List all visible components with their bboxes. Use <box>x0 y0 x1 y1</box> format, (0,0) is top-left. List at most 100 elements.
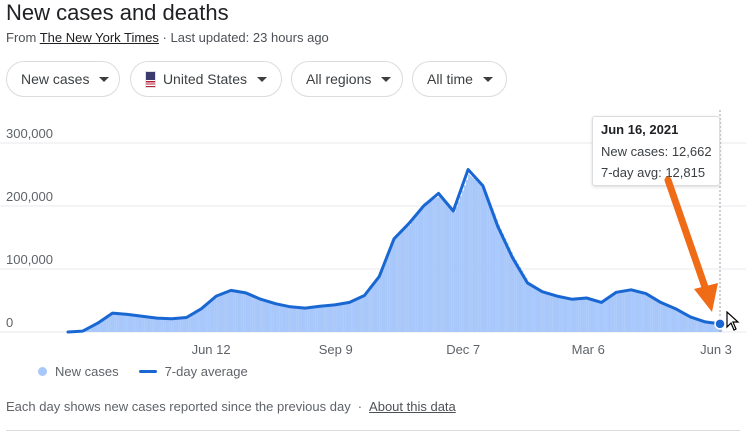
data-tooltip: Jun 16, 2021 New cases: 12,662 7-day avg… <box>592 116 720 186</box>
new-cases-bar <box>614 293 617 332</box>
new-cases-bar <box>347 302 350 332</box>
new-cases-bar <box>129 314 132 332</box>
new-cases-bar <box>319 305 323 332</box>
new-cases-bar <box>686 313 689 332</box>
last-updated: · Last updated: 23 hours ago <box>158 30 329 45</box>
tooltip-avg: 7-day avg: 12,815 <box>601 162 711 183</box>
new-cases-bar <box>506 242 509 332</box>
new-cases-bar <box>370 286 373 332</box>
legend-bars-swatch <box>38 367 47 376</box>
new-cases-bar <box>641 291 644 332</box>
new-cases-bar <box>343 302 346 332</box>
new-cases-bar <box>476 181 479 332</box>
new-cases-bar <box>648 294 651 332</box>
source-link[interactable]: The New York Times <box>39 30 159 45</box>
new-cases-bar <box>711 322 714 332</box>
new-cases-bar <box>463 185 467 332</box>
new-cases-bar <box>415 215 418 332</box>
new-cases-bar <box>535 287 539 332</box>
new-cases-bar <box>427 201 431 332</box>
new-cases-bar <box>355 298 359 332</box>
new-cases-bar <box>146 316 149 332</box>
new-cases-bar <box>548 292 551 332</box>
new-cases-bar <box>362 295 365 332</box>
new-cases-bar <box>576 298 579 332</box>
source-prefix: From <box>6 30 40 45</box>
cases-chart[interactable]: 300,000 200,000 100,000 0 Jun 12 Sep 9 Dec 7 M… <box>0 110 746 362</box>
new-cases-bar <box>135 315 138 332</box>
new-cases-bar <box>116 313 119 332</box>
new-cases-bar <box>705 321 708 332</box>
new-cases-bar <box>459 196 462 332</box>
legend-bars-label: New cases <box>55 364 119 379</box>
chevron-down-icon <box>99 76 110 82</box>
new-cases-bar <box>315 306 318 332</box>
new-cases-bar <box>131 314 134 332</box>
new-cases-bar <box>563 297 566 332</box>
new-cases-bar <box>294 307 297 332</box>
legend-line-label: 7-day average <box>164 364 248 379</box>
new-cases-bar <box>383 264 386 332</box>
new-cases-bar <box>120 313 124 332</box>
new-cases-bar <box>330 304 333 332</box>
new-cases-bar <box>222 293 225 332</box>
region-dropdown[interactable]: All regions <box>291 61 403 97</box>
new-cases-bar <box>205 304 208 332</box>
new-cases-bar <box>305 308 308 332</box>
new-cases-bar <box>656 299 659 332</box>
new-cases-bar <box>159 318 162 332</box>
new-cases-bar <box>220 294 223 332</box>
new-cases-bar <box>516 263 519 332</box>
footnote-separator: · <box>357 399 363 414</box>
new-cases-bar <box>93 324 96 332</box>
new-cases-bar <box>417 212 420 332</box>
new-cases-bar <box>512 256 515 332</box>
footnote-text: Each day shows new cases reported since … <box>6 399 351 414</box>
new-cases-bar <box>192 313 196 332</box>
new-cases-bar <box>137 315 141 332</box>
metric-dropdown[interactable]: New cases <box>6 61 120 97</box>
chevron-down-icon <box>381 76 392 82</box>
new-cases-bar <box>203 306 206 332</box>
new-cases-bar <box>652 296 655 332</box>
new-cases-bar <box>635 290 638 332</box>
new-cases-bar <box>408 224 412 332</box>
new-cases-bar <box>521 270 524 332</box>
new-cases-bar <box>148 317 151 332</box>
new-cases-bar <box>99 321 102 332</box>
new-cases-bar <box>487 197 490 332</box>
new-cases-bar <box>478 183 481 332</box>
new-cases-bar <box>429 200 433 332</box>
new-cases-bar <box>449 207 452 332</box>
x-tick-label: Mar 6 <box>572 342 605 357</box>
new-cases-bar <box>410 221 414 332</box>
new-cases-bar <box>616 291 619 332</box>
new-cases-bar <box>322 305 325 332</box>
new-cases-bar <box>628 289 632 332</box>
new-cases-bar <box>182 317 185 332</box>
new-cases-bar <box>364 294 367 332</box>
about-data-link[interactable]: About this data <box>369 399 456 414</box>
new-cases-bar <box>377 278 380 332</box>
new-cases-bar <box>374 280 378 332</box>
location-dropdown[interactable]: United States <box>130 61 282 97</box>
new-cases-bar <box>163 318 166 332</box>
new-cases-bar <box>341 303 344 332</box>
new-cases-bar <box>713 322 716 332</box>
range-dropdown[interactable]: All time <box>412 61 507 97</box>
new-cases-bar <box>273 303 276 332</box>
new-cases-bar <box>491 208 494 332</box>
new-cases-bar <box>372 283 376 332</box>
new-cases-bar <box>592 299 596 332</box>
new-cases-bar <box>440 198 443 332</box>
new-cases-bar <box>381 269 384 332</box>
new-cases-bar <box>201 308 204 332</box>
new-cases-bar <box>396 235 399 332</box>
new-cases-bar <box>667 304 670 332</box>
new-cases-bar <box>669 305 672 332</box>
tooltip-date: Jun 16, 2021 <box>601 122 679 137</box>
divider <box>6 430 740 431</box>
new-cases-bar <box>150 317 153 332</box>
new-cases-bar <box>199 309 202 332</box>
new-cases-bar <box>391 242 395 332</box>
